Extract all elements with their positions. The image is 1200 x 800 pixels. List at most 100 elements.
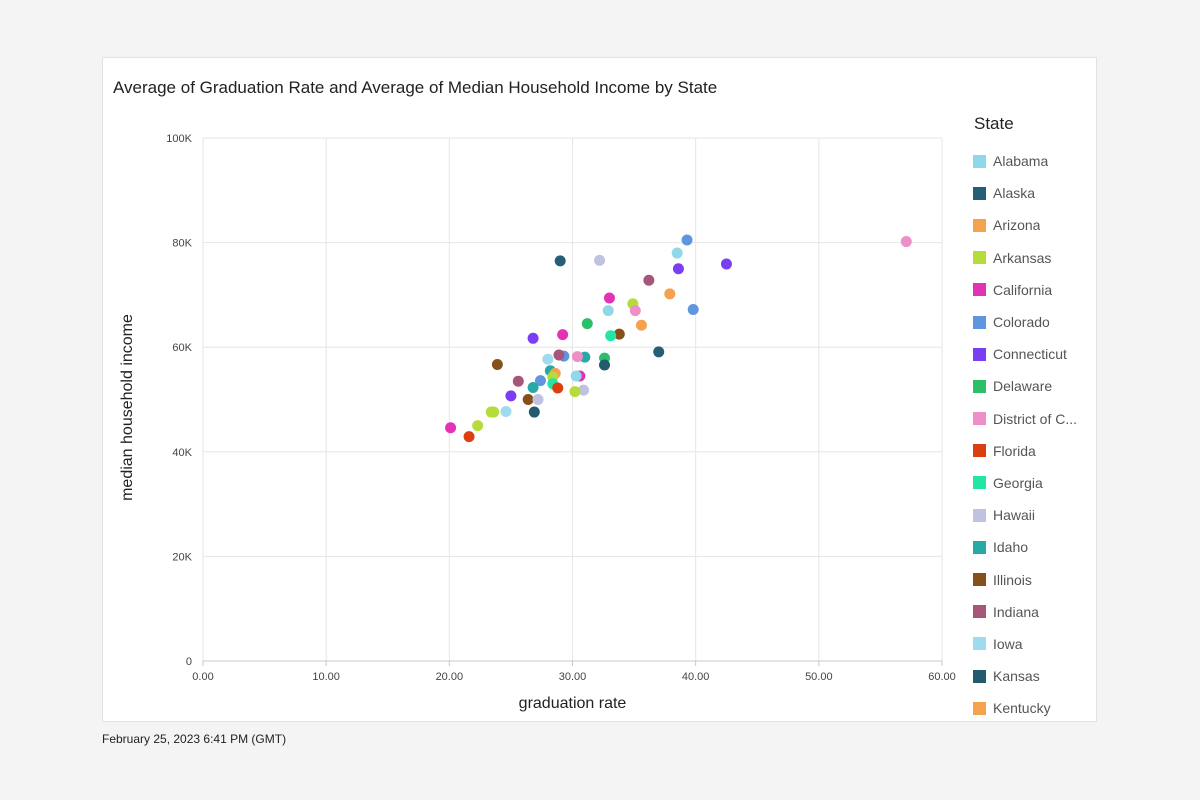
legend-item[interactable]: Alaska bbox=[973, 177, 1095, 209]
legend-item[interactable]: District of C... bbox=[973, 403, 1095, 435]
legend-label: Connecticut bbox=[993, 346, 1067, 363]
x-tick-label: 20.00 bbox=[436, 671, 464, 683]
data-point[interactable] bbox=[594, 254, 606, 266]
data-point[interactable] bbox=[553, 349, 565, 361]
legend-label: Alaska bbox=[993, 185, 1036, 202]
data-point[interactable] bbox=[557, 329, 569, 341]
data-point[interactable] bbox=[603, 292, 615, 304]
legend-swatch bbox=[973, 669, 986, 683]
legend-label: Alabama bbox=[993, 153, 1049, 170]
legend-label: Indiana bbox=[993, 603, 1039, 620]
legend-item[interactable]: Iowa bbox=[973, 628, 1095, 660]
legend-item[interactable]: Georgia bbox=[973, 467, 1095, 499]
data-point[interactable] bbox=[528, 406, 540, 418]
data-point[interactable] bbox=[445, 422, 457, 434]
legend-item[interactable]: Alabama bbox=[973, 145, 1095, 177]
data-point[interactable] bbox=[488, 406, 500, 418]
legend-item[interactable]: Delaware bbox=[973, 370, 1095, 402]
data-point[interactable] bbox=[542, 353, 554, 365]
data-point[interactable] bbox=[522, 394, 534, 405]
legend-item[interactable]: Colorado bbox=[973, 306, 1095, 338]
data-point[interactable] bbox=[554, 255, 566, 267]
legend-swatch bbox=[973, 251, 986, 265]
data-point[interactable] bbox=[602, 305, 614, 317]
legend-label: Florida bbox=[993, 442, 1036, 459]
data-point[interactable] bbox=[635, 319, 647, 331]
x-tick-label: 0.00 bbox=[192, 671, 213, 683]
data-point[interactable] bbox=[512, 375, 524, 387]
data-point[interactable] bbox=[532, 394, 544, 405]
data-point[interactable] bbox=[463, 431, 475, 443]
data-point[interactable] bbox=[534, 375, 546, 387]
data-point[interactable] bbox=[527, 381, 539, 393]
data-point[interactable] bbox=[578, 384, 590, 396]
legend-swatch bbox=[973, 379, 986, 393]
legend-swatch bbox=[973, 605, 986, 619]
x-tick-label: 10.00 bbox=[312, 671, 340, 683]
x-tick-label: 30.00 bbox=[559, 671, 587, 683]
legend: State Alabama Alaska Arizona Arkansas Califo… bbox=[973, 113, 1095, 716]
legend-list[interactable]: Alabama Alaska Arizona Arkansas California Co… bbox=[973, 145, 1095, 716]
legend-label: California bbox=[993, 281, 1053, 298]
data-point[interactable] bbox=[491, 358, 503, 370]
data-point[interactable] bbox=[505, 390, 517, 402]
data-point[interactable] bbox=[671, 247, 683, 259]
legend-item[interactable]: Hawaii bbox=[973, 499, 1095, 531]
legend-item[interactable]: Arizona bbox=[973, 209, 1095, 241]
data-point[interactable] bbox=[569, 386, 581, 398]
data-point[interactable] bbox=[681, 234, 693, 246]
legend-label: Arkansas bbox=[993, 249, 1052, 266]
data-point[interactable] bbox=[581, 318, 593, 330]
data-point[interactable] bbox=[672, 263, 684, 275]
legend-label: Kansas bbox=[993, 668, 1040, 685]
data-point[interactable] bbox=[552, 382, 564, 394]
x-tick-label: 40.00 bbox=[682, 671, 710, 683]
data-point[interactable] bbox=[527, 332, 539, 344]
scatter-plot: 0.00 10.00 20.00 30.00 40.00 50.00 60.00 0 20K 40… bbox=[119, 133, 956, 712]
legend-label: Iowa bbox=[993, 635, 1023, 652]
legend-label: Kentucky bbox=[993, 700, 1051, 716]
y-tick-label: 60K bbox=[172, 342, 192, 354]
y-axis-label: median household income bbox=[119, 314, 136, 501]
chart-card: Average of Graduation Rate and Average o… bbox=[102, 57, 1097, 722]
legend-swatch bbox=[973, 573, 986, 587]
legend-item[interactable]: Kentucky bbox=[973, 692, 1095, 716]
data-point[interactable] bbox=[613, 328, 625, 340]
y-tick-label: 40K bbox=[172, 447, 192, 459]
data-point[interactable] bbox=[720, 258, 732, 270]
data-point[interactable] bbox=[664, 288, 676, 300]
y-tick-label: 80K bbox=[172, 238, 192, 250]
legend-label: Idaho bbox=[993, 539, 1029, 556]
legend-label: Colorado bbox=[993, 314, 1050, 331]
legend-swatch bbox=[973, 412, 986, 426]
legend-label: District of C... bbox=[993, 410, 1078, 427]
legend-item[interactable]: Kansas bbox=[973, 660, 1095, 692]
legend-item[interactable]: Illinois bbox=[973, 563, 1095, 595]
legend-swatch bbox=[973, 347, 986, 361]
data-point[interactable] bbox=[643, 274, 655, 286]
data-point[interactable] bbox=[570, 370, 582, 382]
legend-label: Georgia bbox=[993, 474, 1043, 491]
legend-item[interactable]: Florida bbox=[973, 435, 1095, 467]
data-point[interactable] bbox=[605, 330, 617, 342]
legend-swatch bbox=[973, 283, 986, 297]
x-tick-label: 50.00 bbox=[805, 671, 833, 683]
data-point[interactable] bbox=[472, 420, 484, 432]
legend-title: State bbox=[974, 114, 1014, 133]
data-point[interactable] bbox=[599, 359, 611, 371]
data-point[interactable] bbox=[571, 351, 583, 363]
data-point[interactable] bbox=[653, 346, 665, 358]
data-point[interactable] bbox=[687, 304, 699, 316]
legend-item[interactable]: California bbox=[973, 274, 1095, 306]
data-point[interactable] bbox=[500, 406, 512, 418]
legend-swatch bbox=[973, 540, 986, 554]
legend-item[interactable]: Arkansas bbox=[973, 242, 1095, 274]
legend-item[interactable]: Indiana bbox=[973, 596, 1095, 628]
legend-item[interactable]: Idaho bbox=[973, 531, 1095, 563]
legend-item[interactable]: Connecticut bbox=[973, 338, 1095, 370]
legend-swatch bbox=[973, 444, 986, 458]
legend-swatch bbox=[973, 154, 986, 168]
data-point[interactable] bbox=[900, 236, 912, 248]
data-point[interactable] bbox=[629, 305, 641, 317]
legend-swatch bbox=[973, 218, 986, 232]
